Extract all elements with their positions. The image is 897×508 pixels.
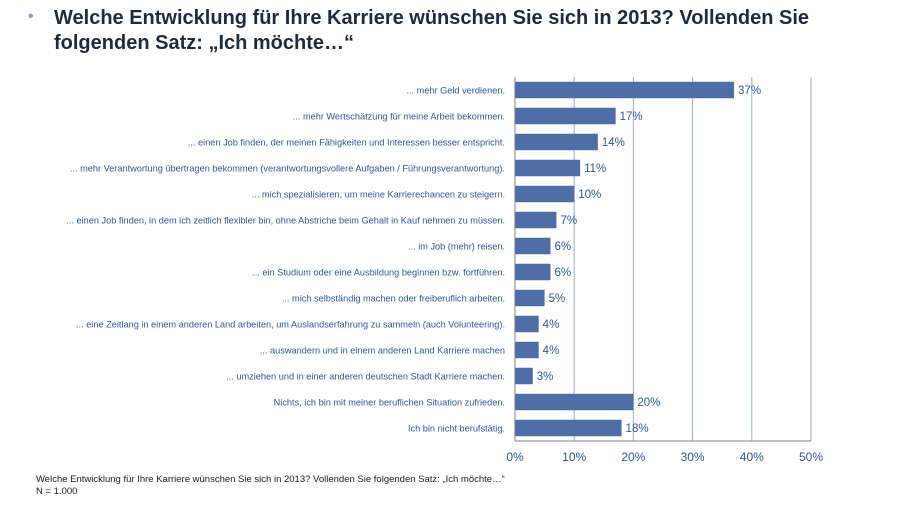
category-label: ... ein Studium oder eine Ausbildung beg… (252, 268, 505, 278)
data-label: 18% (626, 423, 649, 435)
footnote-question: Welche Entwicklung für Ihre Karriere wün… (36, 474, 505, 485)
category-label: Nichts, ich bin mit meiner beruflichen S… (274, 398, 505, 408)
data-label: 4% (543, 345, 560, 357)
category-label: ... umziehen und in einer anderen deutsc… (226, 372, 505, 382)
bar (515, 159, 581, 177)
data-label: 20% (637, 397, 660, 409)
bar (515, 211, 557, 229)
category-label: Ich bin nicht berufstätig. (408, 424, 505, 434)
bar (515, 289, 545, 307)
data-label: 4% (543, 319, 560, 331)
data-label: 7% (560, 215, 577, 227)
bar (515, 263, 551, 281)
data-label: 11% (584, 163, 606, 175)
x-tick-label: 30% (681, 450, 705, 464)
bar (515, 419, 622, 437)
data-label: 6% (555, 241, 572, 253)
category-label: ... im Job (mehr) reisen. (408, 242, 505, 252)
bar (515, 133, 598, 151)
footnote: Welche Entwicklung für Ihre Karriere wün… (36, 474, 505, 498)
category-label: ... auswandern und in einem anderen Land… (260, 346, 505, 356)
footnote-sample-size: N = 1.000 (36, 486, 78, 497)
bar (515, 81, 735, 99)
category-label: ... mehr Verantwortung übertragen bekomm… (70, 164, 505, 174)
bar (515, 315, 539, 333)
bar (515, 341, 539, 359)
bullet-icon: • (28, 8, 34, 25)
slide-title: Welche Entwicklung für Ihre Karriere wün… (54, 7, 810, 54)
category-label: ... einen Job finden, in dem ich zeitlic… (66, 216, 505, 226)
bar (515, 185, 575, 203)
category-label: ... einen Job finden, der meinen Fähigke… (188, 138, 505, 148)
bar-chart: 0% 10% 20% 30% 40% 50% 37% ... mehr Geld verdie… (66, 77, 823, 464)
x-tick-label: 50% (799, 450, 823, 464)
data-label: 5% (549, 293, 566, 305)
category-label: ... eine Zeitlang in einem anderen Land … (76, 320, 505, 330)
bar (515, 367, 533, 385)
bar (515, 237, 551, 255)
x-tick-label: 40% (740, 450, 764, 464)
bar (515, 393, 634, 411)
x-tick-label: 0% (506, 450, 524, 464)
category-label: ... mehr Geld verdienen. (406, 86, 505, 96)
data-label: 3% (537, 371, 554, 383)
data-label: 17% (620, 111, 643, 123)
data-label: 14% (602, 137, 625, 149)
bar (515, 107, 616, 125)
data-label: 6% (555, 267, 572, 279)
data-label: 10% (578, 189, 601, 201)
data-label: 37% (738, 85, 761, 97)
x-tick-label: 20% (621, 450, 645, 464)
category-label: ... mehr Wertschätzung für meine Arbeit … (293, 112, 505, 122)
category-label: ... mich spezialisieren, um meine Karrie… (252, 190, 505, 200)
x-tick-label: 10% (562, 450, 586, 464)
category-label: ... mich selbständig machen oder freiber… (282, 294, 505, 304)
